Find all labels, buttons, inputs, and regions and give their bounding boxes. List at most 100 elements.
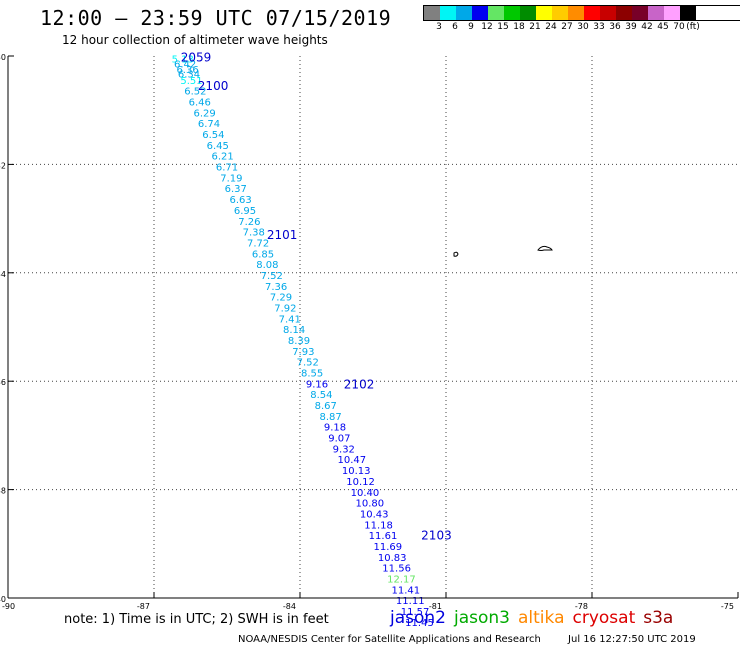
legend-swatch [536,6,552,20]
swh-value-label: 6.36 [176,65,198,76]
swh-value-label: 7.36 [265,282,287,293]
legend-tick-label: 45 [657,22,669,32]
legend-swatch [616,6,632,20]
swh-value-label: 8.54 [310,390,332,401]
swh-value-label: 10.40 [351,488,380,499]
swh-value-label: 7.29 [270,293,292,304]
legend-tick-label: 9 [468,22,474,32]
swh-value-label: 6.74 [198,119,220,130]
swh-value-label: 8.67 [315,401,337,412]
legend-swatch [472,6,488,20]
legend-tick-label: 36 [609,22,621,32]
time-label: 2059 [181,51,212,65]
page-subtitle: 12 hour collection of altimeter wave hei… [62,33,328,47]
small-island-2 [537,245,553,251]
legend-tick-label: 15 [497,22,509,32]
page-title: 12:00 – 23:59 UTC 07/15/2019 [40,6,392,30]
swh-value-label: 6.29 [193,108,215,119]
swh-value-label: 9.18 [324,423,346,434]
swh-value-label: 8.14 [283,325,305,336]
swh-value-label: 5.13 [172,55,194,66]
satellite-legend: jason2 jason3 altika cryosat s3a [390,608,681,628]
legend-swatch [488,6,504,20]
y-tick-label: -32 [0,161,6,170]
map-axes: -30 -32 -34 -36 -38 -40 -87 -84 -81 -78 -75 -90 [0,53,739,611]
y-tick-label: -38 [0,487,6,496]
time-label: 2100 [198,79,229,93]
legend-tick-label: 12 [481,22,493,32]
y-tick-label: -34 [0,270,6,279]
x-tick-label: -75 [721,602,734,611]
swh-value-label: 6.52 [184,87,206,98]
swh-value-label: 7.19 [220,173,242,184]
swh-value-label: 6.95 [234,206,256,217]
swh-value-label: 8.55 [301,369,323,380]
swh-value-label: 11.61 [369,531,398,542]
time-labels: 2059 2100 2101 2102 2103 [181,51,452,543]
footer: NOAA/NESDIS Center for Satellite Applica… [238,634,696,645]
swh-value-label: 7.52 [261,271,283,282]
swh-value-label: 9.07 [328,434,350,445]
satellite-track: 5.136.426.366.345.516.526.466.296.746.54… [172,55,434,629]
swh-value-label: 8.08 [256,260,278,271]
x-tick-label: -87 [137,602,150,611]
swh-value-label: 8.39 [288,336,310,347]
color-legend: 3 6 9 12 15 18 21 24 27 30 33 36 39 42 45 70 (ft) [423,5,740,33]
footer-timestamp: Jul 16 12:27:50 UTC 2019 [568,634,696,645]
legend-tick-label: 18 [513,22,525,32]
swh-value-label: 9.16 [306,379,328,390]
time-label: 2101 [267,228,298,242]
swh-value-label: 10.13 [342,466,371,477]
swh-value-label: 6.45 [207,141,229,152]
swh-value-label: 10.43 [360,509,389,520]
swh-value-label: 7.26 [238,217,260,228]
legend-swatch [440,6,456,20]
legend-swatch [456,6,472,20]
y-tick-label: -36 [0,378,6,387]
legend-tick-label: 70 [673,22,685,32]
swh-value-label: 6.37 [225,184,247,195]
swh-value-label: 10.80 [356,499,385,510]
swh-value-label: 11.69 [374,542,403,553]
map-grid [8,56,738,598]
time-label: 2103 [421,529,452,543]
swh-value-label: 11.18 [364,520,393,531]
y-tick-label: -30 [0,53,6,62]
swh-value-label: 7.41 [279,314,301,325]
swh-value-label: 11.57 [401,607,430,618]
legend-ticks: 3 6 9 12 15 18 21 24 27 30 33 36 39 42 45 70 (ft) [423,21,740,33]
legend-tick-label: 30 [577,22,589,32]
satellite-cryosat: cryosat [572,608,636,628]
note-text: note: 1) Time is in UTC; 2) SWH is in fe… [64,612,329,627]
x-tick-label: -78 [575,602,588,611]
legend-swatch [520,6,536,20]
legend-swatch [504,6,520,20]
land-layer [453,245,553,257]
y-tick-label: -40 [0,595,6,604]
legend-swatch [664,6,680,20]
legend-swatch [584,6,600,20]
legend-swatches [423,5,740,21]
satellite-s3a: s3a [643,608,674,628]
legend-tick-label: 27 [561,22,573,32]
swh-value-label: 11.41 [392,585,421,596]
legend-tick-label: 33 [593,22,605,32]
satellite-altika: altika [518,608,565,628]
swh-value-label: 6.54 [202,130,224,141]
legend-swatch [648,6,664,20]
swh-value-label: 6.63 [229,195,251,206]
legend-swatch [600,6,616,20]
swh-value-label: 9.32 [333,444,355,455]
x-tick-label: -84 [283,602,296,611]
swh-value-label: 10.83 [378,553,407,564]
footer-credit: NOAA/NESDIS Center for Satellite Applica… [238,634,541,645]
legend-tick-label: 42 [641,22,653,32]
swh-value-label: 11.45 [405,618,434,629]
legend-swatch [680,6,696,20]
small-island-1 [453,251,459,257]
swh-value-label: 7.38 [243,228,265,239]
legend-swatch [552,6,568,20]
swh-value-label: 5.51 [180,76,202,87]
legend-tick-label: 24 [545,22,557,32]
